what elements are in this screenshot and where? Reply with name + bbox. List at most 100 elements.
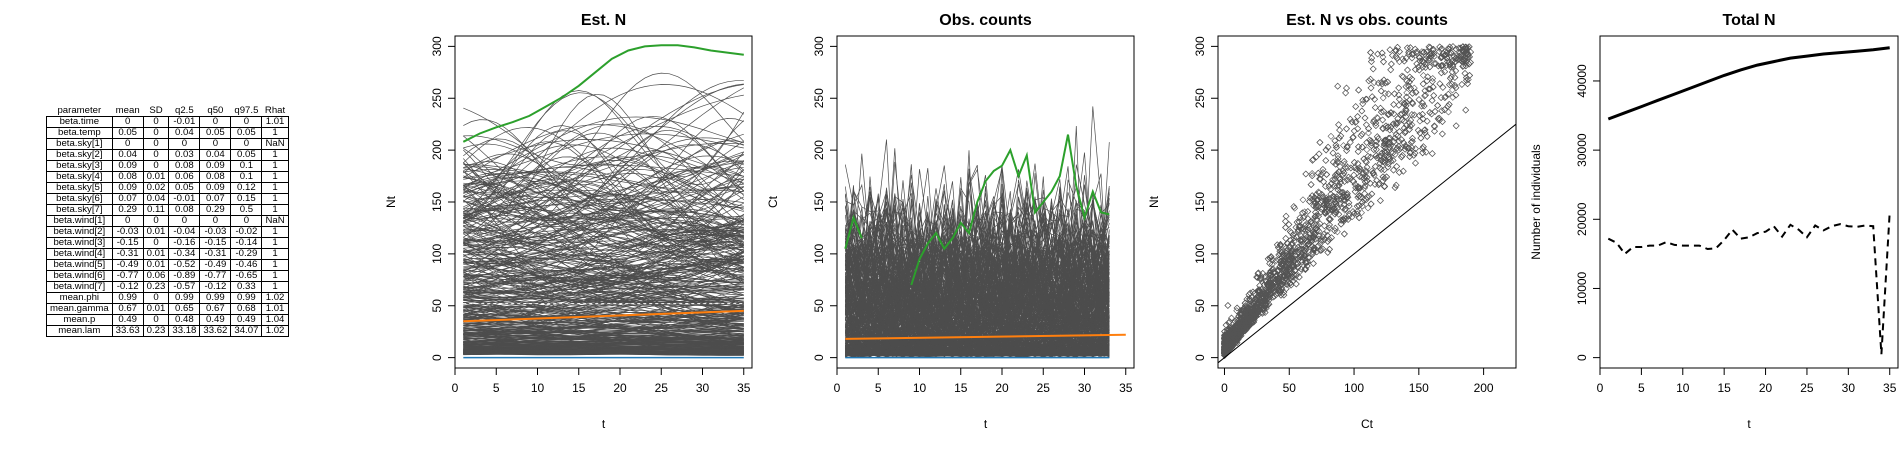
background-series-line	[844, 283, 1110, 358]
scatter-point	[1309, 260, 1317, 267]
scatter-point	[1452, 122, 1460, 130]
scatter-point	[1423, 77, 1431, 85]
table-cell: 1	[261, 237, 289, 249]
scatter-point	[1464, 51, 1472, 59]
scatter-point	[1367, 49, 1375, 56]
table-cell: NaN	[261, 138, 289, 150]
scatter-point	[1430, 122, 1438, 130]
scatter-point	[1403, 89, 1411, 97]
scatter-point	[1285, 221, 1293, 228]
x-tick-label: 5	[875, 381, 882, 395]
scatter-point	[1355, 143, 1362, 151]
scatter-point	[1310, 246, 1318, 254]
table-row: mean.phi 0.99 0 0.99 0.99 0.99 1.02	[46, 292, 289, 304]
scatter-point	[1270, 284, 1278, 292]
scatter-point	[1363, 163, 1371, 171]
scatter-point	[1370, 146, 1378, 154]
table-row: beta.time 0 0 -0.01 0 0 1.01	[46, 116, 289, 128]
scatter-point	[1428, 150, 1436, 158]
scatter-point	[1330, 200, 1338, 208]
scatter-point	[1451, 58, 1459, 66]
scatter-point	[1304, 233, 1311, 241]
background-series-line	[463, 255, 744, 276]
table-header-row: parameter mean SD q2.5 q50 q97.5 Rhat	[47, 106, 289, 117]
scatter-point	[1267, 291, 1275, 299]
scatter-point	[1441, 68, 1449, 76]
scatter-point	[1297, 236, 1304, 244]
x-axis-label: t	[984, 417, 988, 431]
scatter-point	[1437, 69, 1445, 77]
background-series-line	[463, 206, 744, 259]
scatter-point	[1419, 71, 1427, 79]
scatter-point	[1302, 232, 1309, 240]
scatter-point	[1278, 272, 1286, 280]
scatter-point	[1408, 121, 1416, 129]
scatter-point	[1282, 224, 1290, 231]
scatter-point	[1339, 167, 1347, 175]
scatter-point	[1409, 100, 1417, 108]
scatter-point	[1437, 45, 1445, 53]
scatter-point	[1369, 65, 1377, 73]
scatter-point	[1345, 202, 1353, 210]
scatter-point	[1324, 237, 1332, 245]
scatter-point	[1384, 123, 1392, 131]
scatter-point	[1276, 263, 1284, 271]
x-tick-label: 20	[995, 381, 1009, 395]
scatter-point	[1247, 298, 1255, 305]
scatter-point	[1459, 62, 1467, 70]
scatter-point	[1245, 291, 1253, 299]
scatter-point	[1421, 87, 1429, 95]
scatter-point	[1352, 103, 1360, 111]
background-series-line	[463, 155, 744, 239]
scatter-point	[1283, 251, 1291, 259]
background-series-line	[463, 207, 744, 248]
scatter-point	[1356, 192, 1364, 200]
scatter-point	[1417, 134, 1425, 142]
scatter-point	[1296, 214, 1304, 222]
scatter-point	[1282, 212, 1290, 220]
table-row: beta.temp 0.05 0 0.04 0.05 0.05 1	[46, 127, 289, 139]
background-series-line	[463, 163, 744, 228]
scatter-point	[1435, 114, 1443, 122]
scatter-point	[1465, 60, 1473, 68]
scatter-point	[1446, 74, 1454, 82]
x-tick-label: 25	[1037, 381, 1051, 395]
scatter-point	[1402, 105, 1410, 113]
scatter-point	[1420, 48, 1428, 56]
scatter-point	[1452, 84, 1460, 92]
scatter-point	[1408, 137, 1416, 145]
y-tick-label: 150	[1193, 192, 1207, 212]
background-series-line	[845, 347, 1110, 356]
background-series-line	[463, 339, 744, 345]
scatter-point	[1322, 157, 1330, 164]
scatter-point	[1375, 180, 1383, 187]
scatter-point	[1382, 122, 1390, 130]
scatter-point	[1363, 146, 1371, 154]
scatter-point	[1292, 280, 1300, 288]
scatter-point	[1228, 314, 1235, 322]
scatter-point	[1329, 176, 1337, 184]
scatter-point	[1304, 208, 1312, 215]
scatter-point	[1357, 132, 1365, 140]
scatter-point	[1452, 122, 1460, 130]
scatter-point	[1302, 170, 1310, 178]
scatter-point	[1343, 84, 1350, 92]
scatter-point	[1465, 43, 1473, 51]
table-body: beta.time 0 0 -0.01 0 0 1.01 beta.temp 0.05 0 0.04…	[46, 116, 289, 337]
background-series-line	[463, 263, 744, 294]
scatter-point	[1368, 190, 1376, 198]
scatter-point	[1389, 149, 1397, 157]
scatter-point	[1398, 110, 1406, 118]
scatter-point	[1345, 199, 1353, 207]
scatter-point	[1297, 265, 1305, 273]
background-series-line	[463, 289, 744, 313]
scatter-point	[1441, 106, 1449, 114]
scatter-point	[1318, 190, 1326, 198]
scatter-point	[1409, 134, 1416, 142]
x-tick-label: 30	[696, 381, 710, 395]
table-row: beta.sky[5] 0.09 0.02 0.05 0.09 0.12 1	[46, 182, 289, 194]
scatter-point	[1246, 295, 1253, 303]
scatter-point	[1361, 190, 1369, 198]
